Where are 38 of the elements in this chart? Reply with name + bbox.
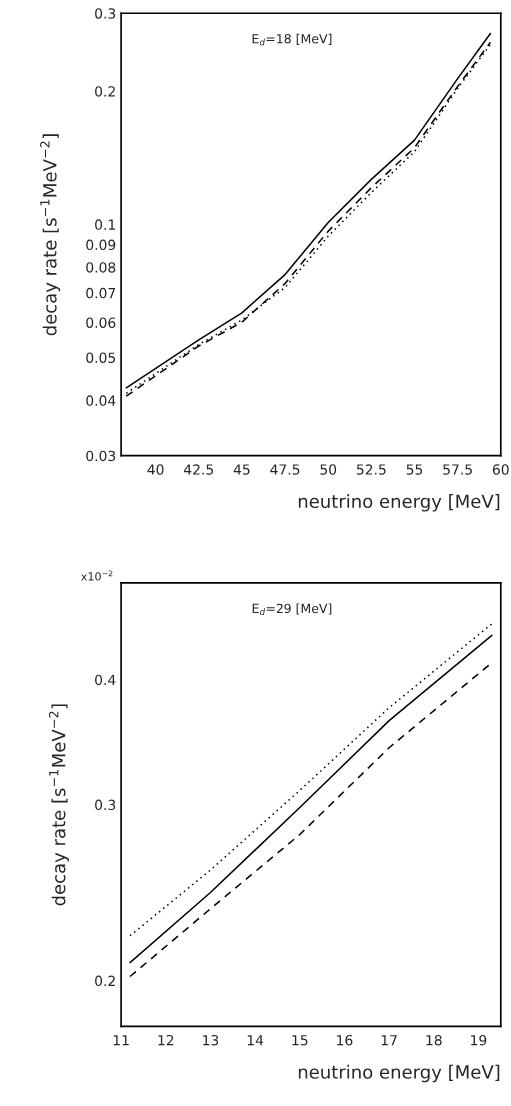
x-tick-label: 11	[113, 1035, 129, 1046]
x-tick-label: 12	[158, 1034, 174, 1046]
y-tick-label: 0.07	[86, 287, 116, 299]
annotation: E$_{d}$=29 [MeV]	[252, 603, 332, 616]
y-tick-label: 0.03	[86, 450, 116, 462]
y-tick-label: 0.08	[86, 262, 116, 273]
y-axis-title: decay rate [s$^{−1}$MeV$^{−2}$]	[40, 134, 61, 336]
x-tick-label: 42.5	[183, 464, 214, 475]
x-tick-label: 18	[426, 1034, 442, 1046]
x-axis-title: neutrino energy [MeV]	[298, 1064, 500, 1083]
x-tick-label: 57.5	[443, 464, 472, 475]
x-tick-label: 15	[292, 1035, 308, 1046]
x-tick-label: 16	[337, 1034, 353, 1046]
x-tick-label: 60	[492, 464, 509, 475]
x-tick-label: 50	[320, 464, 337, 475]
y-tick-label: 0.06	[86, 317, 116, 328]
y-tick-label: 0.4	[95, 674, 116, 686]
y-tick-label: 0.3	[95, 8, 116, 19]
y-tick-label: 0.2	[95, 975, 115, 987]
y-tick-label: 0.1	[95, 219, 115, 230]
x-tick-label: 40	[147, 464, 164, 475]
y-tick-label: 0.05	[86, 352, 116, 363]
y-tick-label: 0.09	[86, 239, 116, 251]
y-tick-label: 0.2	[95, 86, 115, 97]
y-tick-label: 0.04	[86, 395, 116, 406]
x-tick-label: 13	[203, 1034, 219, 1046]
x-tick-label: 19	[471, 1034, 487, 1046]
x-tick-label: 45	[233, 464, 250, 475]
x-tick-label: 52.5	[356, 464, 386, 475]
y-tick-label: 0.3	[95, 799, 116, 811]
annotation: E$_{d}$=18 [MeV]	[252, 33, 332, 46]
text: x10$^{−2}$	[81, 570, 113, 581]
y-axis-title: decay rate [s$^{−1}$MeV$^{−2}$]	[48, 704, 69, 906]
x-tick-label: 14	[247, 1035, 264, 1046]
x-tick-label: 47.5	[270, 464, 300, 475]
x-tick-label: 55	[406, 464, 423, 475]
x-axis-title: neutrino energy [MeV]	[298, 494, 500, 512]
x-tick-label: 17	[381, 1035, 397, 1046]
